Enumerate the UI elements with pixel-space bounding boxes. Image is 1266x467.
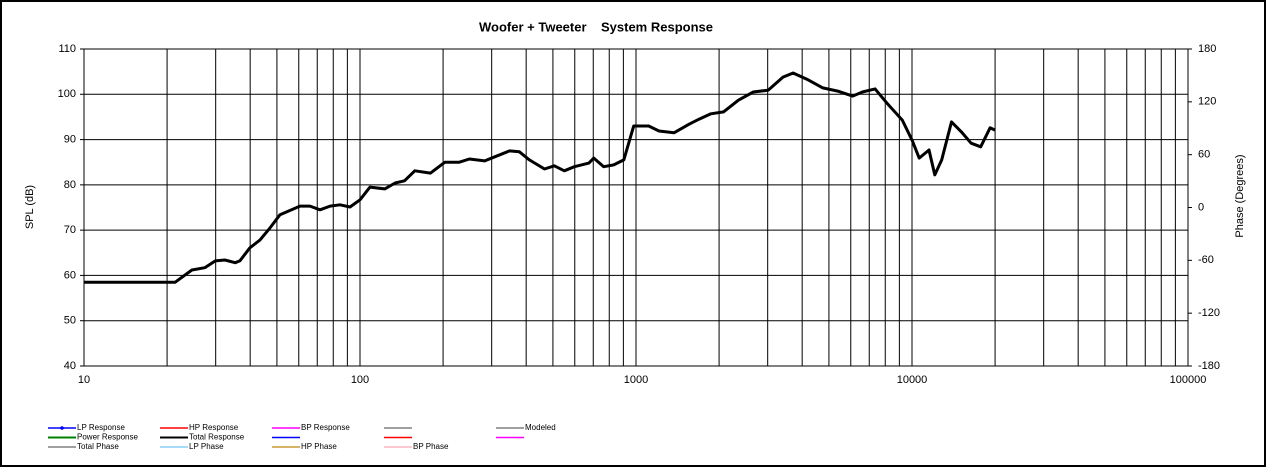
legend-marker bbox=[60, 426, 64, 430]
y-tick-label: 100 bbox=[58, 88, 76, 100]
y2-tick-label: 120 bbox=[1198, 96, 1216, 108]
legend-label: BP Phase bbox=[413, 442, 449, 451]
y-tick-label: 80 bbox=[64, 179, 76, 191]
y2-tick-label: 0 bbox=[1198, 201, 1204, 213]
response-line bbox=[84, 71, 996, 284]
y2-tick-label: 60 bbox=[1198, 149, 1210, 161]
y2-tick-label: -60 bbox=[1198, 254, 1214, 266]
legend-label: LP Response bbox=[77, 423, 125, 432]
y-tick-label: 90 bbox=[64, 133, 76, 145]
legend-label: Modeled bbox=[525, 423, 556, 432]
x-tick-label: 10 bbox=[78, 374, 90, 386]
y2-tick-label: -120 bbox=[1198, 307, 1220, 319]
legend-label: LP Phase bbox=[189, 442, 224, 451]
legend-label: HP Response bbox=[189, 423, 239, 432]
y-axis-label: SPL (dB) bbox=[24, 185, 36, 229]
legend-label: BP Response bbox=[301, 423, 350, 432]
x-tick-label: 1000 bbox=[624, 374, 648, 386]
y-tick-label: 70 bbox=[64, 224, 76, 236]
y-tick-label: 60 bbox=[64, 269, 76, 281]
y-tick-label: 50 bbox=[64, 315, 76, 327]
y2-tick-label: 180 bbox=[1198, 43, 1216, 55]
y-tick-label: 40 bbox=[64, 360, 76, 372]
x-tick-label: 100000 bbox=[1170, 374, 1207, 386]
y2-tick-label: -180 bbox=[1198, 360, 1220, 372]
y-tick-label: 110 bbox=[58, 43, 76, 55]
legend-label: HP Phase bbox=[301, 442, 337, 451]
x-tick-label: 100 bbox=[351, 374, 369, 386]
chart-title: Woofer + Tweeter System Response bbox=[479, 19, 713, 34]
y2-axis-label: Phase (Degrees) bbox=[1234, 154, 1246, 237]
legend-label: Total Phase bbox=[77, 442, 119, 451]
legend-label: Power Response bbox=[77, 433, 138, 442]
x-tick-label: 10000 bbox=[897, 374, 928, 386]
legend-label: Total Response bbox=[189, 433, 245, 442]
